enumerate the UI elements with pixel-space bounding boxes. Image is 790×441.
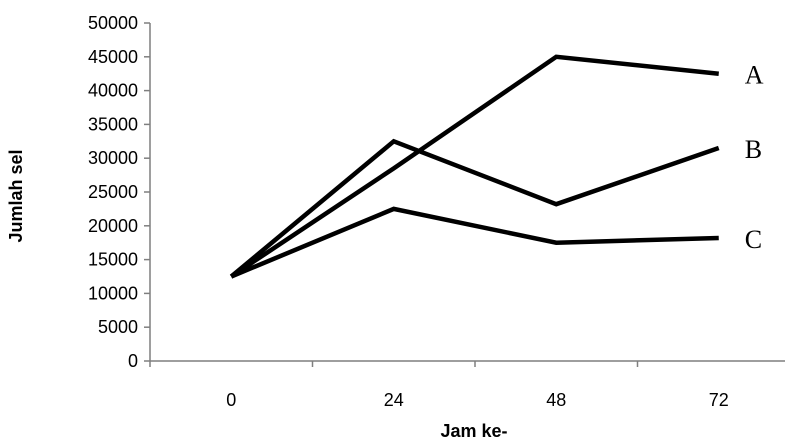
x-tick-label: 0 [226,390,236,410]
series-labels: A B C [745,61,764,254]
y-axis-title: Jumlah sel [6,149,26,242]
x-tick-label: 24 [384,390,404,410]
series-lines [229,54,720,279]
x-tick-labels: 0 24 48 72 [226,390,729,410]
series-label-a: A [745,61,764,90]
x-axis-title: Jam ke- [440,421,507,441]
series-line-c [230,206,719,279]
y-tick-label: 35000 [88,114,138,134]
y-tick-label: 15000 [88,250,138,270]
y-tick-label: 5000 [98,317,138,337]
y-tick-label: 30000 [88,148,138,168]
series-label-c: C [745,225,762,254]
y-tick-label: 45000 [88,47,138,67]
series-line-b [229,138,720,279]
x-tick-label: 48 [546,390,566,410]
y-tick-label: 25000 [88,182,138,202]
y-axis-ticks [144,22,150,362]
y-tick-label: 10000 [88,283,138,303]
series-label-b: B [745,135,762,164]
y-tick-label: 40000 [88,81,138,101]
y-tick-label: 0 [128,351,138,371]
y-tick-label: 50000 [88,13,138,33]
series-line-a [230,54,719,279]
y-tick-label: 20000 [88,216,138,236]
x-tick-label: 72 [709,390,729,410]
y-tick-labels: 0 5000 10000 15000 20000 25000 30000 35000 40000… [88,13,138,371]
x-axis-ticks [149,361,639,367]
